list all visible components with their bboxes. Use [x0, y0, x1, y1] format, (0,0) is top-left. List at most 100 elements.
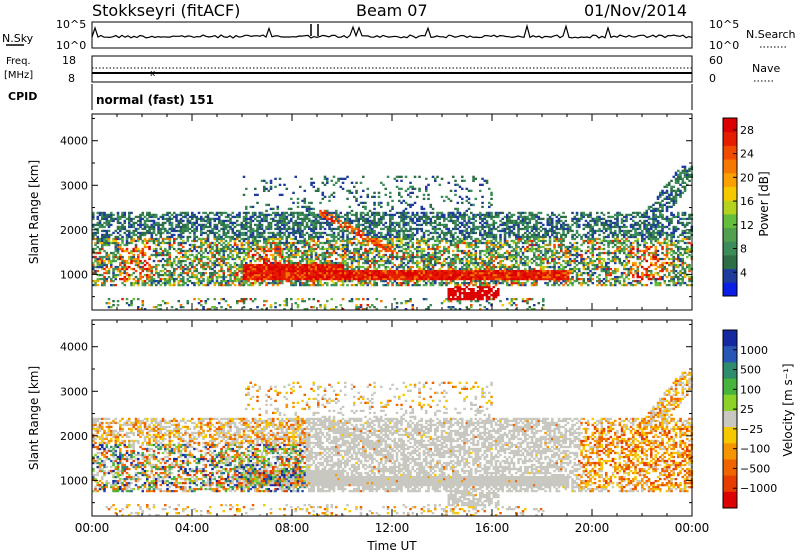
heatmap-cell	[254, 241, 257, 245]
heatmap-cell	[222, 245, 226, 249]
heatmap-cell	[173, 261, 176, 265]
heatmap-cell	[368, 221, 372, 225]
heatmap-cell	[267, 275, 271, 279]
heatmap-cell	[470, 305, 473, 309]
heatmap-cell	[278, 271, 282, 275]
heatmap-cell	[247, 275, 250, 279]
heatmap-cell	[461, 175, 464, 178]
heatmap-cell	[429, 247, 433, 251]
heatmap-cell	[391, 255, 394, 259]
heatmap-cell	[294, 235, 298, 239]
heatmap-cell	[366, 283, 370, 287]
heatmap-cell	[112, 257, 115, 261]
heatmap-cell	[467, 263, 471, 267]
heatmap-cell	[497, 215, 500, 219]
heatmap-cell	[332, 273, 336, 277]
heatmap-cell	[395, 223, 399, 227]
heatmap-cell	[362, 271, 365, 275]
heatmap-cell	[155, 237, 158, 241]
heatmap-cell	[389, 229, 392, 233]
heatmap-cell	[472, 275, 475, 279]
heatmap-cell	[159, 235, 163, 239]
heatmap-cell	[184, 215, 187, 219]
heatmap-cell	[314, 283, 318, 287]
heatmap-cell	[440, 195, 444, 199]
heatmap-cell	[470, 267, 473, 271]
heatmap-cell	[321, 217, 325, 221]
heatmap-cell	[348, 249, 352, 253]
heatmap-cell	[314, 235, 318, 239]
heatmap-cell	[494, 215, 498, 219]
heatmap-cell	[148, 245, 151, 249]
heatmap-cell	[389, 259, 392, 263]
heatmap-cell	[222, 231, 226, 235]
heatmap-cell	[166, 241, 169, 245]
heatmap-cell	[193, 281, 196, 285]
heatmap-cell	[209, 265, 212, 269]
heatmap-cell	[130, 259, 133, 263]
heatmap-cell	[92, 265, 95, 269]
heatmap-cell	[319, 275, 322, 279]
heatmap-cell	[447, 269, 451, 273]
heatmap-cell	[146, 223, 149, 227]
heatmap-cell	[479, 269, 482, 273]
heatmap-cell	[150, 215, 154, 219]
heatmap-cell	[454, 183, 457, 187]
heatmap-cell	[209, 281, 212, 285]
heatmap-cell	[497, 261, 500, 265]
heatmap-cell	[348, 189, 352, 193]
heatmap-cell	[170, 229, 174, 233]
heatmap-cell	[314, 271, 318, 275]
heatmap-cell	[488, 239, 491, 243]
heatmap-cell	[467, 215, 471, 219]
heatmap-cell	[368, 265, 372, 269]
heatmap-cell	[317, 269, 320, 273]
heatmap-cell	[179, 211, 183, 215]
heatmap-cell	[359, 195, 363, 199]
heatmap-cell	[222, 233, 226, 237]
heatmap-cell	[454, 255, 457, 259]
heatmap-cell	[447, 267, 451, 271]
heatmap-cell	[454, 271, 457, 275]
heatmap-cell	[265, 203, 268, 207]
heatmap-cell	[312, 275, 316, 279]
heatmap-cell	[193, 227, 196, 231]
heatmap-cell	[236, 275, 239, 279]
heatmap-cell	[290, 267, 293, 271]
heatmap-cell	[344, 221, 347, 225]
heatmap-cell	[458, 237, 462, 241]
heatmap-cell	[283, 255, 286, 259]
heatmap-cell	[377, 239, 381, 243]
heatmap-cell	[229, 267, 232, 271]
heatmap-cell	[373, 249, 376, 253]
heatmap-cell	[389, 217, 392, 221]
heatmap-cell	[103, 259, 106, 263]
heatmap-cell	[425, 265, 428, 269]
heatmap-cell	[416, 247, 419, 251]
heatmap-cell	[186, 265, 190, 269]
heatmap-cell	[170, 261, 174, 265]
heatmap-cell	[434, 277, 437, 281]
heatmap-cell	[148, 279, 151, 283]
heatmap-cell	[326, 215, 329, 219]
heatmap-cell	[425, 211, 428, 215]
heatmap-cell	[474, 227, 478, 231]
heatmap-cell	[362, 237, 365, 241]
heatmap-cell	[177, 257, 181, 261]
heatmap-cell	[247, 243, 250, 247]
heatmap-cell	[173, 241, 176, 245]
heatmap-cell	[276, 265, 280, 269]
heatmap-cell	[335, 251, 338, 255]
heatmap-cell	[447, 275, 451, 279]
heatmap-cell	[166, 279, 169, 283]
heatmap-cell	[337, 237, 340, 241]
heatmap-cell	[263, 241, 266, 245]
heatmap-cell	[110, 211, 113, 215]
heatmap-cell	[254, 187, 257, 191]
heatmap-cell	[366, 195, 370, 199]
heatmap-cell	[404, 257, 408, 261]
heatmap-cell	[413, 215, 417, 219]
heatmap-cell	[292, 223, 295, 227]
heatmap-cell	[305, 263, 309, 267]
heatmap-cell	[485, 273, 489, 277]
